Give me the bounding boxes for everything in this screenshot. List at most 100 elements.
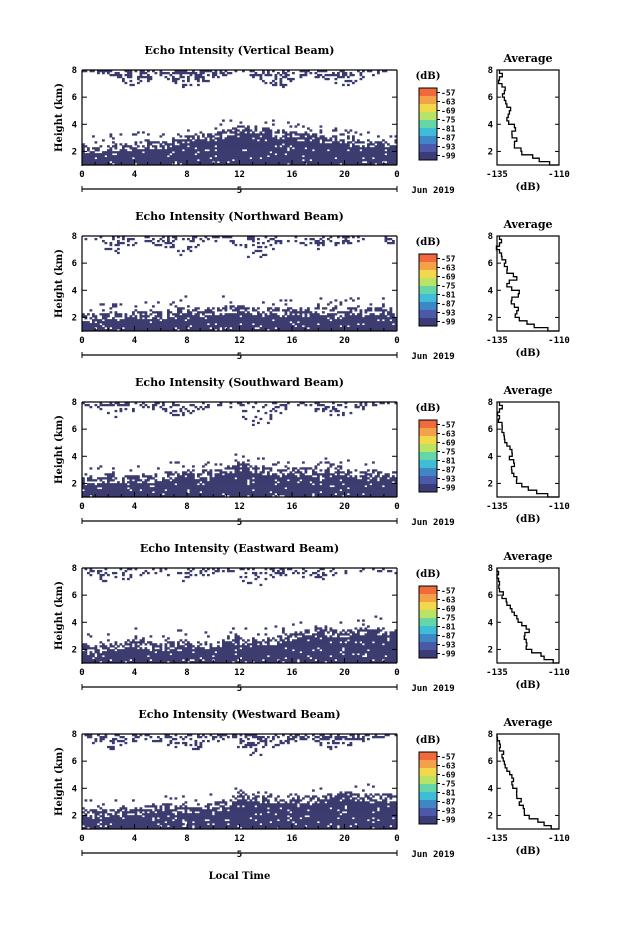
echo-cell <box>337 71 340 75</box>
echo-cell <box>327 405 330 409</box>
echo-cell <box>99 325 103 328</box>
echo-cell <box>247 469 250 472</box>
echo-cell <box>352 81 355 85</box>
echo-cell <box>257 307 260 310</box>
echo-cell <box>144 319 148 322</box>
echo-cell <box>237 483 240 486</box>
echo-cell <box>102 491 105 494</box>
echo-cell <box>272 479 275 482</box>
echo-cell <box>354 495 358 498</box>
echo-cell <box>377 151 380 154</box>
echo-cell <box>209 323 213 326</box>
echo-cell <box>269 163 273 166</box>
echo-cell <box>334 145 338 148</box>
echo-cell <box>339 149 343 152</box>
echo-cell <box>257 421 260 425</box>
echo-cell <box>272 149 275 152</box>
echo-cell <box>304 131 308 134</box>
echo-cell <box>304 153 308 156</box>
echo-cell <box>304 157 308 160</box>
echo-cell <box>279 493 283 496</box>
echo-cell <box>254 329 258 332</box>
echo-cell <box>367 481 370 484</box>
echo-cell <box>264 485 268 488</box>
echo-cell <box>89 161 93 164</box>
echo-cell <box>192 153 195 156</box>
echo-cell <box>237 479 240 482</box>
echo-cell <box>102 161 105 164</box>
echo-cell <box>292 491 295 494</box>
echo-cell <box>259 477 263 480</box>
echo-cell <box>159 313 163 316</box>
echo-cell <box>292 477 295 480</box>
echo-cell <box>244 315 248 318</box>
echo-cell <box>284 139 288 142</box>
echo-cell <box>259 155 263 158</box>
echo-cell <box>139 493 143 496</box>
echo-cell <box>247 402 250 405</box>
echo-cell <box>202 161 205 164</box>
echo-cell <box>182 85 185 89</box>
echo-cell <box>122 329 125 332</box>
echo-cell <box>102 487 105 490</box>
echo-cell <box>319 325 323 328</box>
echo-cell <box>214 315 218 318</box>
echo-cell <box>214 327 218 330</box>
echo-cell <box>144 75 148 79</box>
echo-cell <box>184 493 188 496</box>
echo-cell <box>114 249 118 253</box>
echo-cell <box>257 153 260 156</box>
echo-cell <box>167 161 170 164</box>
echo-cell <box>252 239 255 243</box>
echo-cell <box>359 153 363 156</box>
echo-cell <box>164 245 168 249</box>
echo-cell <box>167 241 170 245</box>
echo-cell <box>254 147 258 150</box>
echo-cell <box>327 483 330 486</box>
echo-cell <box>324 145 328 148</box>
echo-cell <box>364 471 368 474</box>
echo-cell <box>172 323 175 326</box>
echo-cell <box>324 491 328 494</box>
echo-cell <box>194 323 198 326</box>
echo-cell <box>199 159 203 162</box>
echo-cell <box>184 483 188 486</box>
echo-cell <box>377 487 380 490</box>
echo-cell <box>287 402 290 405</box>
echo-cell <box>207 155 210 158</box>
echo-cell <box>177 315 180 318</box>
echo-cell <box>232 317 235 320</box>
echo-cell <box>152 241 155 245</box>
echo-cell <box>124 493 128 496</box>
echo-cell <box>202 75 205 79</box>
echo-cell <box>367 309 370 312</box>
echo-cell <box>204 405 208 409</box>
echo-cell <box>112 491 115 494</box>
echo-cell <box>294 125 298 128</box>
echo-cell <box>374 321 378 324</box>
echo-cell <box>197 407 200 411</box>
echo-cell <box>224 485 228 488</box>
echo-cell <box>274 495 278 498</box>
echo-cell <box>329 465 333 468</box>
echo-cell <box>244 417 248 421</box>
echo-cell <box>162 325 165 328</box>
echo-cell <box>359 141 363 144</box>
echo-cell <box>292 149 295 152</box>
echo-cell <box>189 319 193 322</box>
echo-cell <box>214 71 218 75</box>
echo-cell <box>237 307 240 310</box>
echo-cell <box>379 159 383 162</box>
echo-cell <box>129 487 133 490</box>
echo-cell <box>92 147 95 150</box>
echo-cell <box>384 147 388 150</box>
echo-cell <box>264 141 268 144</box>
echo-cell <box>219 309 223 312</box>
echo-cell <box>329 143 333 146</box>
echo-cell <box>167 325 170 328</box>
echo-cell <box>134 133 138 136</box>
echo-cell <box>304 485 308 488</box>
echo-cell <box>269 483 273 486</box>
echo-cell <box>337 153 340 156</box>
echo-cell <box>224 141 228 144</box>
